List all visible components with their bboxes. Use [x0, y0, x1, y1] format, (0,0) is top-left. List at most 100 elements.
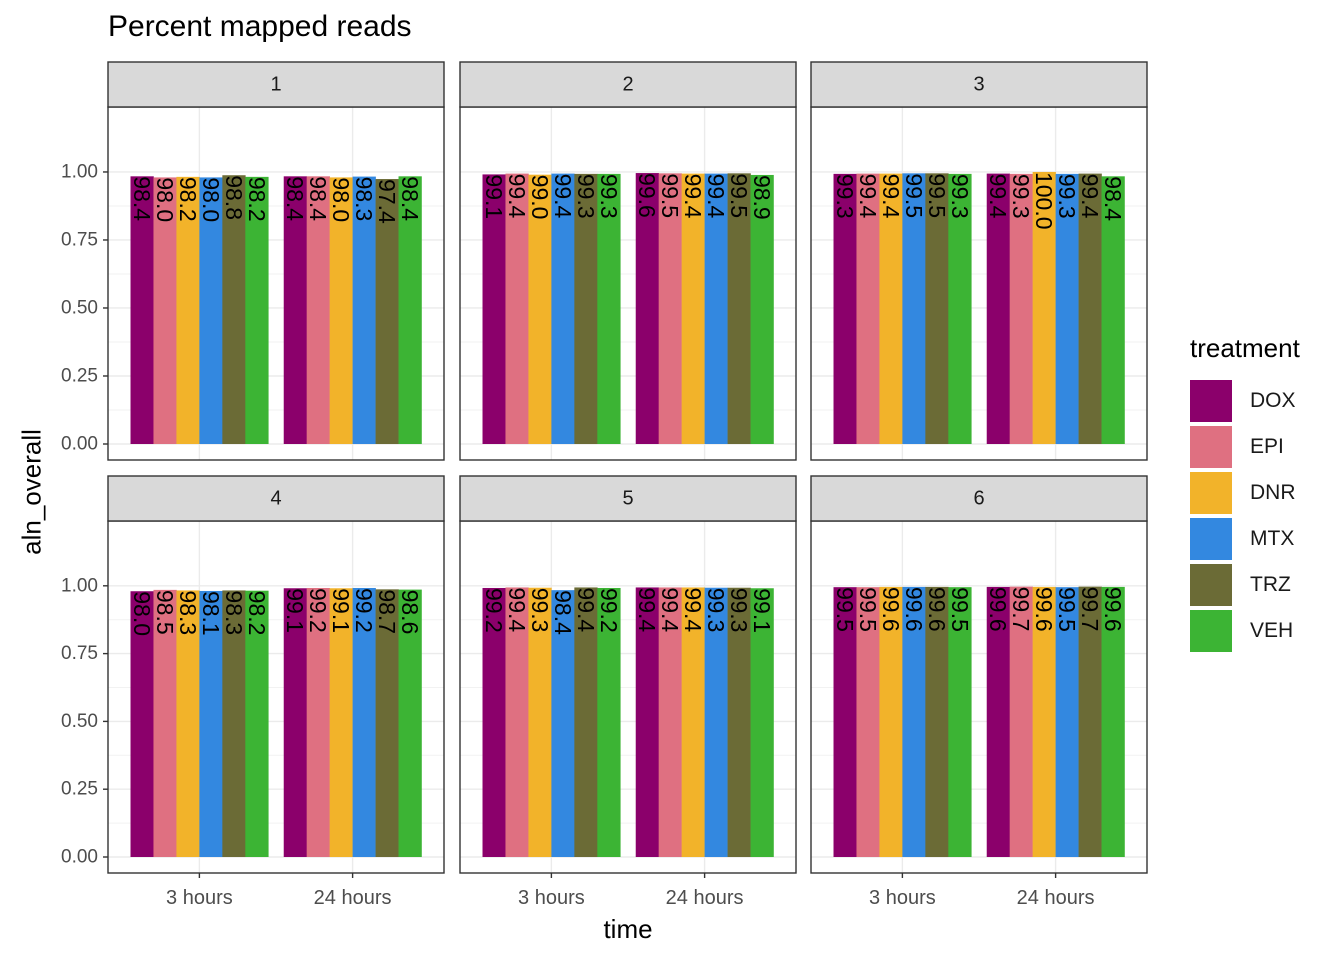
- data-label: 99.5: [657, 173, 683, 218]
- bar-epi: [1009, 586, 1033, 857]
- bar-epi: [306, 176, 330, 444]
- bar-veh: [245, 590, 269, 857]
- bar-epi: [153, 589, 177, 857]
- x-tick-label: 3 hours: [166, 887, 233, 909]
- bar-mtx: [551, 173, 575, 444]
- bar-dnr: [879, 173, 903, 444]
- data-label: 99.3: [703, 588, 729, 633]
- data-label: 99.4: [634, 587, 660, 632]
- legend-title: treatment: [1190, 333, 1300, 363]
- bar-epi: [306, 587, 330, 857]
- y-tick-label: 0.00: [61, 434, 98, 455]
- data-label: 99.5: [924, 173, 950, 218]
- bar-dox: [130, 176, 154, 444]
- data-label: 99.2: [351, 588, 377, 633]
- bar-epi: [856, 173, 880, 444]
- data-label: 99.3: [947, 174, 973, 219]
- bar-dnr: [329, 588, 353, 857]
- data-label: 98.3: [351, 177, 377, 222]
- facet-strip: [107, 475, 445, 522]
- bar-dnr: [176, 176, 200, 444]
- legend-item-epi: EPI: [1190, 424, 1300, 470]
- data-label: 99.6: [1100, 587, 1126, 632]
- bar-dnr: [1032, 586, 1056, 857]
- legend: treatment DOX EPI DNR MTX TRZ VEH: [1190, 333, 1300, 654]
- bar-mtx: [704, 173, 728, 444]
- legend-key-dox: [1190, 380, 1232, 422]
- facet-strip-label: 3: [973, 74, 984, 96]
- x-axis-label: time: [603, 914, 653, 944]
- data-label: 98.0: [328, 177, 354, 222]
- bar-dnr: [1032, 171, 1056, 444]
- data-label: 99.4: [703, 174, 729, 219]
- data-label: 98.5: [152, 590, 178, 635]
- data-label: 99.4: [680, 587, 706, 632]
- bar-veh: [398, 589, 422, 857]
- bar-trz: [1078, 173, 1102, 444]
- data-label: 98.4: [397, 176, 423, 221]
- data-label: 99.4: [504, 587, 530, 632]
- y-tick-label: 0.25: [61, 779, 98, 800]
- bar-mtx: [352, 587, 376, 857]
- facet-strip-label: 6: [973, 488, 984, 510]
- legend-item-dox: DOX: [1190, 378, 1300, 424]
- legend-label-dnr: DNR: [1250, 481, 1296, 504]
- bar-trz: [375, 589, 399, 857]
- legend-key-dnr: [1190, 472, 1232, 514]
- bar-veh: [750, 588, 774, 857]
- data-label: 98.7: [374, 589, 400, 634]
- data-label: 98.1: [198, 591, 224, 636]
- legend-item-trz: TRZ: [1190, 562, 1300, 608]
- bar-mtx: [352, 176, 376, 444]
- data-label: 99.6: [878, 587, 904, 632]
- legend-key-veh: [1190, 610, 1232, 652]
- bar-mtx: [199, 177, 223, 444]
- data-label: 99.5: [1054, 587, 1080, 632]
- bar-mtx: [902, 173, 926, 444]
- data-label: 99.4: [573, 587, 599, 632]
- x-tick-label: 3 hours: [869, 887, 936, 909]
- y-tick-label: 1.00: [61, 575, 98, 596]
- bar-mtx: [704, 587, 728, 857]
- data-label: 99.7: [1008, 587, 1034, 632]
- bar-trz: [574, 173, 598, 444]
- bar-dox: [986, 586, 1010, 857]
- data-label: 99.1: [282, 588, 308, 633]
- data-label: 98.4: [1100, 176, 1126, 221]
- bar-dox: [482, 587, 506, 857]
- data-label: 99.6: [985, 587, 1011, 632]
- bar-dox: [283, 176, 307, 444]
- bar-mtx: [551, 590, 575, 857]
- bar-veh: [597, 173, 621, 444]
- data-label: 99.2: [596, 588, 622, 633]
- bar-dnr: [879, 586, 903, 857]
- legend-key-trz: [1190, 564, 1232, 606]
- data-label: 99.4: [657, 587, 683, 632]
- data-label: 99.5: [901, 173, 927, 218]
- y-tick-label: 0.50: [61, 711, 98, 732]
- bar-epi: [153, 177, 177, 444]
- data-label: 98.4: [129, 176, 155, 221]
- facet-strip-label: 4: [270, 488, 281, 510]
- data-label: 99.4: [878, 174, 904, 219]
- data-label: 98.4: [550, 590, 576, 635]
- bar-epi: [856, 587, 880, 857]
- data-label: 99.4: [985, 174, 1011, 219]
- legend-key-mtx: [1190, 518, 1232, 560]
- data-label: 98.2: [244, 177, 270, 222]
- data-label: 99.4: [680, 174, 706, 219]
- bar-trz: [925, 173, 949, 444]
- bar-trz: [574, 587, 598, 857]
- bar-dnr: [528, 587, 552, 857]
- data-label: 99.1: [749, 588, 775, 633]
- bar-veh: [750, 174, 774, 444]
- bar-veh: [948, 587, 972, 857]
- x-tick-label: 24 hours: [1017, 887, 1095, 909]
- data-label: 98.0: [129, 591, 155, 636]
- y-tick-label: 0.00: [61, 847, 98, 868]
- data-label: 99.0: [527, 175, 553, 220]
- data-label: 99.3: [596, 174, 622, 219]
- data-label: 99.1: [328, 588, 354, 633]
- facet-strip: [810, 61, 1148, 108]
